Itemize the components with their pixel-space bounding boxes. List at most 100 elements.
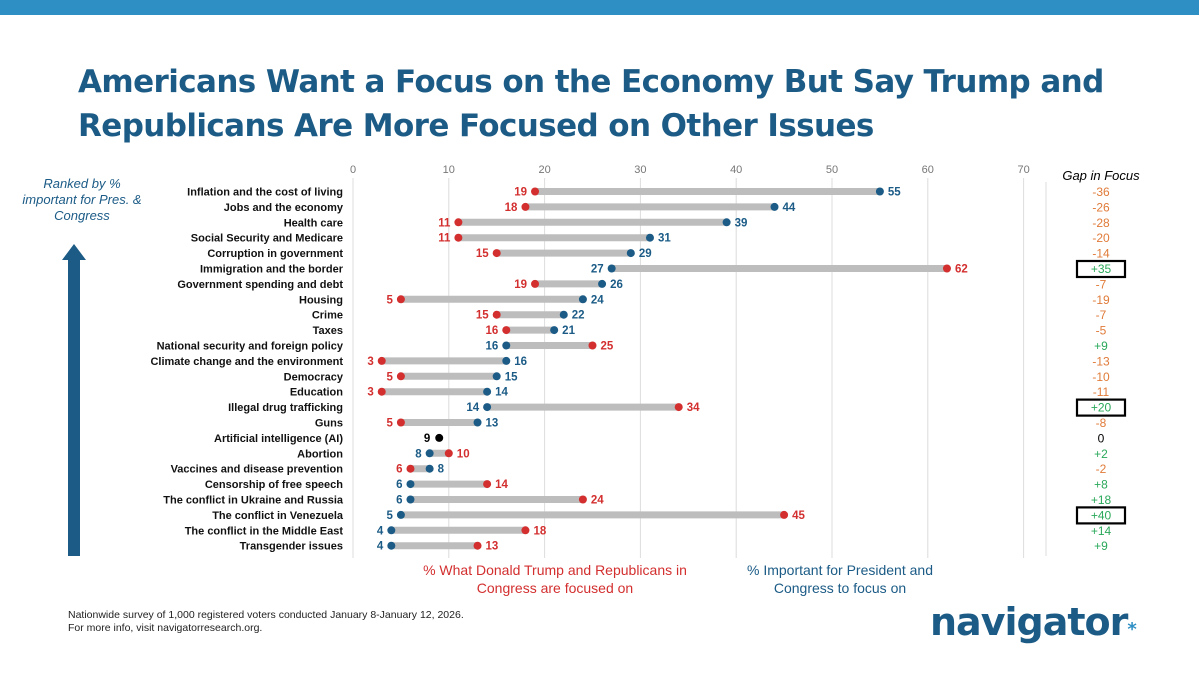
- important-value: 16: [514, 356, 527, 368]
- issue-label: Health care: [284, 217, 343, 229]
- important-value: 29: [639, 248, 652, 260]
- issue-label: Education: [290, 387, 343, 399]
- important-dot: [559, 310, 568, 319]
- focused-value: 11: [438, 233, 451, 245]
- important-dot: [550, 326, 559, 335]
- x-tick-label: 70: [1017, 164, 1029, 176]
- issue-label: Immigration and the border: [200, 264, 344, 276]
- gap-value: -7: [1096, 308, 1107, 322]
- important-dot: [578, 295, 587, 304]
- brand-name: navigator: [930, 600, 1128, 644]
- important-value: 5: [386, 510, 393, 522]
- focused-value: 34: [687, 402, 700, 414]
- important-dot: [406, 480, 415, 489]
- focused-value: 19: [514, 187, 527, 199]
- focused-dot: [942, 264, 951, 273]
- navigator-logo: navigator*: [930, 600, 1137, 644]
- important-value: 22: [572, 310, 585, 322]
- ranked-note: Ranked by % important for Pres. & Congre…: [22, 176, 142, 223]
- focused-value: 3: [367, 356, 373, 368]
- focused-dot: [502, 326, 511, 335]
- gap-value: 0: [1098, 431, 1105, 445]
- focused-value: 3: [367, 387, 373, 399]
- focused-dot: [492, 249, 501, 258]
- tied-dot: [435, 433, 444, 442]
- issue-label: Corruption in government: [207, 248, 343, 260]
- focused-dot: [521, 526, 530, 535]
- gap-value: -14: [1092, 247, 1110, 261]
- important-dot: [387, 541, 396, 550]
- important-value: 8: [438, 464, 445, 476]
- x-tick-label: 0: [350, 164, 356, 176]
- important-dot: [425, 449, 434, 458]
- important-value: 31: [658, 233, 671, 245]
- important-dot: [722, 218, 731, 227]
- focused-dot: [674, 403, 683, 412]
- focused-dot: [377, 356, 386, 365]
- focused-dot: [531, 187, 540, 196]
- brand-mark: *: [1127, 619, 1136, 640]
- focused-dot: [780, 510, 789, 519]
- important-value: 55: [888, 187, 901, 199]
- important-dot: [425, 464, 434, 473]
- x-tick-label: 30: [634, 164, 646, 176]
- focused-dot: [492, 310, 501, 319]
- important-value: 21: [562, 325, 575, 337]
- important-value: 14: [466, 402, 479, 414]
- focused-dot: [454, 233, 463, 242]
- x-tick-label: 50: [826, 164, 838, 176]
- important-value: 44: [783, 202, 796, 214]
- issue-label: The conflict in the Middle East: [185, 525, 344, 537]
- x-tick-label: 60: [922, 164, 934, 176]
- important-dot: [770, 202, 779, 211]
- gap-value: +20: [1091, 401, 1112, 415]
- focused-value: 18: [533, 525, 546, 537]
- important-dot: [387, 526, 396, 535]
- focused-value: 5: [386, 371, 393, 383]
- gap-value: -13: [1092, 354, 1110, 368]
- focused-value: 6: [396, 464, 402, 476]
- legend-focused: % What Donald Trump and Republicans in C…: [423, 562, 687, 596]
- gap-value: +9: [1094, 539, 1108, 553]
- focused-value: 15: [476, 248, 489, 260]
- focused-value: 13: [486, 541, 499, 553]
- issue-label: Crime: [312, 310, 343, 322]
- gap-value: -2: [1096, 462, 1107, 476]
- important-value: 6: [396, 479, 402, 491]
- footnote-website: For more info, visit navigatorresearch.o…: [68, 622, 263, 634]
- focused-dot: [521, 202, 530, 211]
- issue-label: Artificial intelligence (AI): [214, 433, 343, 445]
- gap-value: -26: [1092, 200, 1110, 214]
- focused-value: 5: [386, 418, 393, 430]
- issue-label: Taxes: [313, 325, 343, 337]
- important-dot: [483, 403, 492, 412]
- important-value: 16: [485, 341, 498, 353]
- gap-value: +2: [1094, 447, 1108, 461]
- issue-label: Transgender issues: [240, 541, 343, 553]
- important-value: 14: [495, 387, 508, 399]
- issue-label: Inflation and the cost of living: [187, 187, 343, 199]
- issue-label: The conflict in Ukraine and Russia: [163, 495, 344, 507]
- x-tick-label: 20: [538, 164, 550, 176]
- gap-value: -36: [1092, 185, 1110, 199]
- gap-value: -19: [1092, 293, 1110, 307]
- focused-value: 18: [505, 202, 518, 214]
- focused-value: 24: [591, 495, 604, 507]
- top-accent-bar: [0, 0, 1199, 15]
- gap-value: -8: [1096, 416, 1107, 430]
- x-tick-label: 40: [730, 164, 742, 176]
- important-value: 24: [591, 294, 604, 306]
- focused-dot: [396, 372, 405, 381]
- important-dot: [645, 233, 654, 242]
- x-tick-label: 10: [443, 164, 455, 176]
- issue-label: Guns: [315, 418, 343, 430]
- important-dot: [875, 187, 884, 196]
- focused-value: 5: [386, 294, 393, 306]
- important-value: 15: [505, 371, 518, 383]
- gap-value: -10: [1092, 370, 1110, 384]
- issue-label: Censorship of free speech: [205, 479, 343, 491]
- focused-value: 19: [514, 279, 527, 291]
- focused-dot: [473, 541, 482, 550]
- important-value: 6: [396, 495, 402, 507]
